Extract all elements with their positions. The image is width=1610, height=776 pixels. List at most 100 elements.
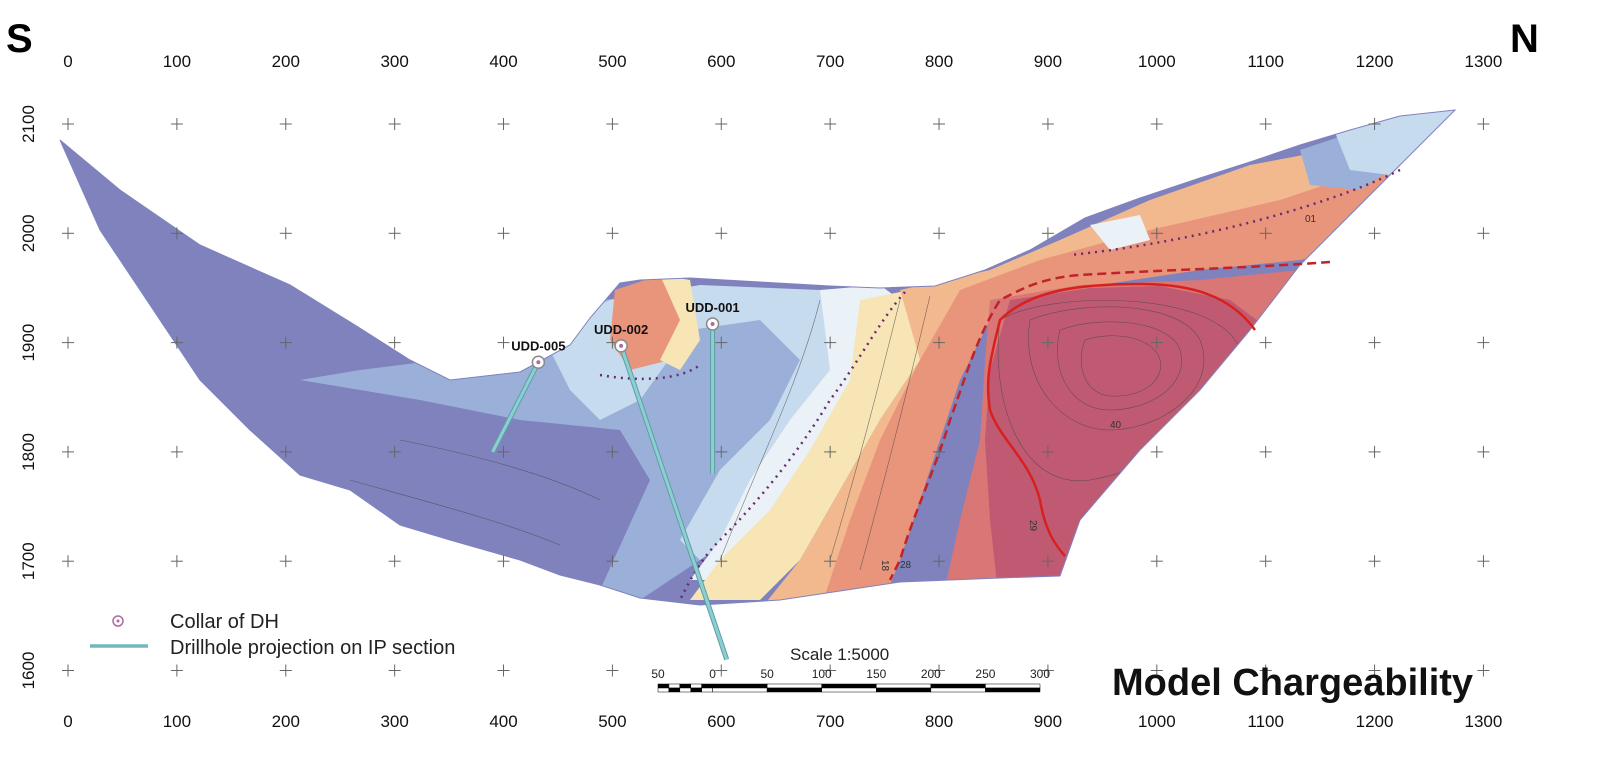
drillhole-label: UDD-002	[594, 322, 648, 337]
drillhole-trace	[491, 361, 540, 453]
grid-cross	[170, 664, 183, 677]
scale-tick-label: 0	[709, 667, 716, 681]
scale-block	[668, 683, 681, 689]
scale-block	[690, 687, 702, 693]
x-tick-label-top: 1300	[1465, 52, 1503, 71]
drillhole-udd-005: UDD-005	[490, 338, 565, 454]
grid-cross	[497, 664, 510, 677]
solid-red-contour	[986, 282, 1257, 557]
scale-block	[876, 687, 932, 693]
scale-block	[690, 683, 702, 689]
x-tick-label-top: 700	[816, 52, 844, 71]
x-tick-label-bottom: 500	[598, 712, 626, 731]
x-tick-label-top: 1000	[1138, 52, 1176, 71]
scale-tick-label: 50	[760, 667, 774, 681]
y-tick-label: 1600	[19, 652, 38, 690]
drillhole-trace	[619, 345, 729, 661]
scale-tick-label: 50	[651, 667, 665, 681]
contour-label: 18	[879, 560, 890, 572]
drillhole-label: UDD-001	[685, 300, 739, 315]
legend-collar-label: Collar of DH	[170, 611, 279, 633]
grid-cross	[824, 445, 837, 458]
grid-cross	[279, 555, 292, 568]
grid-cross	[715, 445, 728, 458]
x-tick-label-top: 100	[163, 52, 191, 71]
grid-cross	[388, 555, 401, 568]
x-tick-label-bottom: 1200	[1356, 712, 1394, 731]
grid-cross	[1368, 445, 1381, 458]
grid-cross	[715, 336, 728, 349]
grid-cross	[170, 118, 183, 130]
x-tick-label-top: 1100	[1247, 52, 1284, 71]
scale-tick-label: 150	[866, 667, 886, 681]
direction-south: S	[6, 17, 33, 61]
scale-block	[985, 683, 1041, 689]
collar-dot	[536, 360, 541, 365]
grid-cross	[62, 118, 74, 130]
contour-label: 01	[1305, 214, 1317, 225]
x-tick-label-bottom: 400	[489, 712, 517, 731]
y-axis-labels: 2100 2000 1900 1800 1700 1600	[19, 105, 38, 689]
grid-cross	[1477, 664, 1490, 677]
grid-cross	[170, 227, 183, 240]
grid-cross	[1041, 118, 1054, 130]
grid-cross	[1368, 336, 1381, 349]
scale-text: Scale 1:5000	[790, 645, 889, 664]
dotted-purple-contour-2	[678, 291, 906, 601]
grid-cross	[1041, 445, 1054, 458]
grid-cross	[1259, 555, 1272, 568]
grid-cross	[933, 555, 946, 568]
grid-cross	[824, 336, 837, 349]
x-tick-label-top: 800	[925, 52, 953, 71]
grid-cross	[1477, 555, 1490, 568]
grid-cross	[606, 555, 619, 568]
grid-cross	[1259, 664, 1272, 677]
scale-block	[821, 683, 877, 689]
grid-cross	[1150, 336, 1163, 349]
drillhole-label: UDD-005	[511, 338, 565, 353]
grid-cross	[1259, 118, 1272, 130]
grid-cross	[497, 555, 510, 568]
grid-cross	[824, 664, 837, 677]
grid-cross	[715, 227, 728, 240]
grid-cross	[1477, 336, 1490, 349]
grid-cross	[1477, 445, 1490, 458]
grid-cross	[1150, 227, 1163, 240]
grid-cross	[1150, 555, 1163, 568]
grid-cross	[279, 336, 292, 349]
x-tick-label-bottom: 800	[925, 712, 953, 731]
x-tick-label-bottom: 900	[1034, 712, 1062, 731]
band-cream	[690, 288, 940, 600]
scale-block	[679, 687, 691, 693]
grid-cross	[388, 445, 401, 458]
x-tick-label-bottom: 700	[816, 712, 844, 731]
scale-tick-label: 300	[1030, 667, 1050, 681]
grid-cross	[1041, 555, 1054, 568]
x-tick-label-top: 1200	[1356, 52, 1394, 71]
x-tick-label-bottom: 1000	[1138, 712, 1176, 731]
x-tick-label-top: 0	[63, 52, 72, 71]
grid-cross	[933, 227, 946, 240]
grid-cross	[279, 118, 292, 130]
y-tick-label: 1800	[19, 433, 38, 471]
x-tick-label-bottom: 200	[272, 712, 300, 731]
grid-cross	[606, 227, 619, 240]
x-tick-label-top: 200	[272, 52, 300, 71]
contour-label-group: 40 29 18 28 01	[879, 214, 1317, 572]
grid-cross	[1368, 664, 1381, 677]
grid-cross	[497, 336, 510, 349]
contour-label: 40	[1110, 420, 1122, 431]
grid-cross	[388, 664, 401, 677]
x-tick-label-top: 600	[707, 52, 735, 71]
band-cream-top	[660, 275, 700, 370]
grid-cross	[715, 118, 728, 130]
page-title: Model Chargeability	[1112, 662, 1473, 704]
scale-block	[985, 687, 1041, 693]
grid-cross	[1259, 336, 1272, 349]
scale-block	[930, 683, 986, 689]
legend: Collar of DH Drillhole projection on IP …	[90, 611, 455, 659]
grid-cross	[715, 664, 728, 677]
band-light-orange	[760, 150, 1330, 605]
x-axis-top-labels: 0 100 200 300 400 500 600 700 800 900 1000 1100 1200…	[63, 52, 1502, 71]
